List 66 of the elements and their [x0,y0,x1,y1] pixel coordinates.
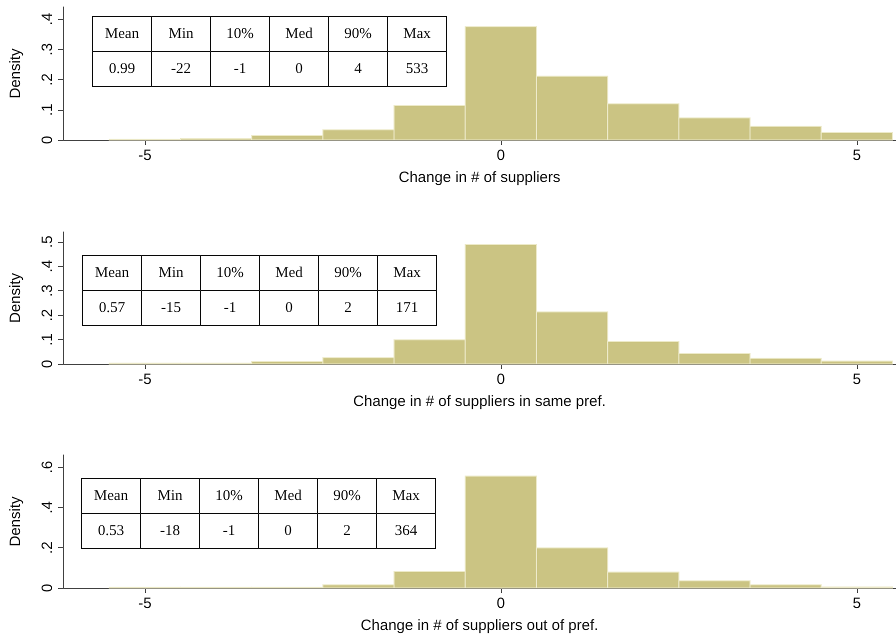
annotation: -1 [222,523,236,539]
annotation: -1 [224,300,236,316]
x-tick-label: 0 [496,595,506,612]
annotation: 2 [344,300,352,316]
annotation: -22 [171,61,191,77]
annotation: 0.99 [108,61,136,77]
x-axis-title: Change in # of suppliers out of pref. [360,617,598,634]
annotation: Max [393,265,422,281]
annotation: 0 [284,523,292,539]
annotation: 364 [394,523,418,539]
y-tick-label: 0 [39,136,56,144]
annotation: 10% [226,26,254,42]
annotation: Min [157,488,183,504]
annotation: Mean [104,26,140,42]
x-tick-label: 5 [852,371,862,388]
annotation: 10% [215,488,243,504]
x-tick-label: -5 [138,147,152,164]
y-tick-label: .2 [39,308,56,322]
y-axis-title: Density [7,496,24,547]
x-tick-label: -5 [138,595,152,612]
annotation: 2 [343,523,351,539]
x-tick-label: 0 [496,147,506,164]
x-tick-label: 5 [852,147,862,164]
annotation: Max [392,488,420,504]
y-tick-label: .3 [39,284,56,297]
annotation: Med [274,488,302,504]
annotation: 90% [344,26,372,42]
y-tick-label: .2 [39,73,56,86]
y-tick-label: .4 [39,260,56,272]
y-tick-label: .3 [39,43,56,56]
annotation: 90% [333,488,361,504]
y-tick-label: .2 [39,541,56,554]
annotation: 171 [396,300,418,316]
y-tick-label: 0 [39,584,56,592]
annotation: Min [168,26,194,42]
y-tick-label: .5 [39,236,56,248]
annotation: 533 [406,61,428,77]
annotation: 90% [334,265,362,281]
annotation: -18 [160,523,180,539]
annotation: Min [158,265,184,281]
y-tick-label: .4 [39,12,56,26]
x-tick-label: -5 [138,371,152,388]
annotation: Max [403,26,432,42]
annotation: 10% [216,265,244,281]
annotation: -1 [234,61,246,77]
annotation: 0 [295,61,303,77]
annotation: Med [275,265,304,281]
annotation: Mean [94,265,130,281]
y-tick-label: .4 [39,501,56,514]
annotation: 0 [285,300,293,316]
annotation: -15 [161,300,181,316]
y-tick-label: .1 [39,333,56,346]
y-axis-title: Density [7,272,24,324]
x-axis-title: Change in # of suppliers [398,169,560,186]
y-tick-label: .6 [39,460,56,474]
x-tick-label: 0 [496,371,506,388]
x-tick-label: 5 [852,595,862,612]
y-tick-label: .1 [39,104,56,116]
annotation: 4 [354,61,362,77]
annotation: 0.57 [98,300,126,316]
y-tick-label: 0 [39,360,56,368]
annotation: 0.53 [98,523,124,539]
x-axis-title: Change in # of suppliers in same pref. [353,393,606,410]
y-axis-title: Density [7,48,24,99]
annotation: Med [285,26,314,42]
annotation: Mean [94,488,129,504]
